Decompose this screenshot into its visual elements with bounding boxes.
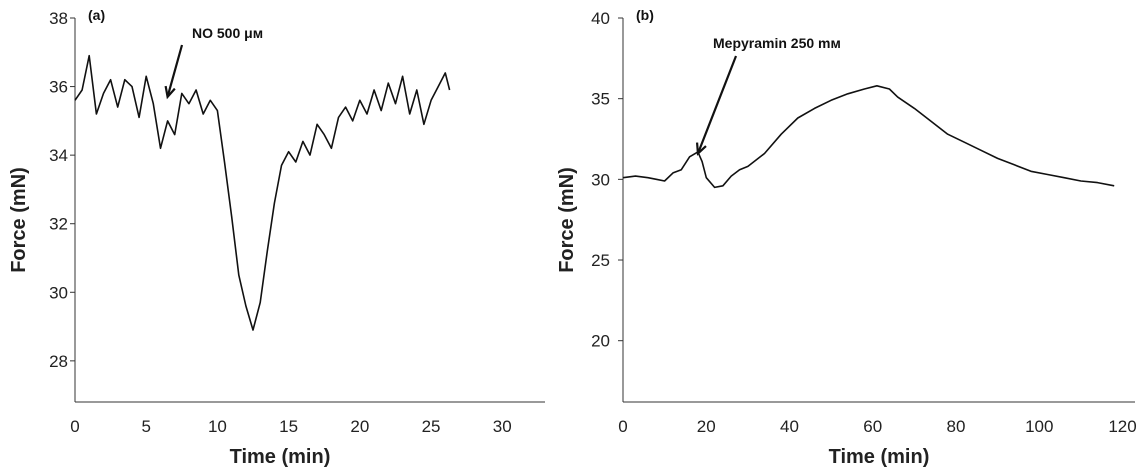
x-axis-label-a: Time (min) xyxy=(230,446,331,468)
annotation-arrowhead-b xyxy=(695,142,707,156)
x-tick-label-b: 80 xyxy=(947,417,966,436)
y-axis-label-b: Force (mN) xyxy=(556,167,578,273)
y-tick-label-a: 36 xyxy=(49,78,68,97)
y-tick-label-a: 34 xyxy=(49,146,68,165)
x-tick-label-b: 100 xyxy=(1025,417,1053,436)
series-line-a xyxy=(74,54,451,331)
annotation-arrowhead-a xyxy=(164,85,176,100)
x-tick-label-b: 0 xyxy=(618,417,627,436)
panel-label-b: (b) xyxy=(636,7,654,23)
y-tick-label-b: 40 xyxy=(591,9,610,28)
y-tick-label-b: 30 xyxy=(591,170,610,189)
x-tick-label-a: 0 xyxy=(70,417,79,436)
chart-panel-a: 28 30 32 34 36 38 0 5 10 15 20 25 30 Time (min) Force … xyxy=(8,7,545,468)
annotation-arrow-a xyxy=(166,44,184,98)
y-tick-label-a: 30 xyxy=(49,283,68,302)
x-tick-label-a: 5 xyxy=(141,417,150,436)
annotation-label-a: NO 500 μм xyxy=(192,25,263,41)
x-tick-label-a: 30 xyxy=(493,417,512,436)
annotation-label-b: Mepyramin 250 mм xyxy=(713,35,841,51)
x-tick-label-a: 15 xyxy=(279,417,298,436)
series-line-b xyxy=(622,85,1115,189)
x-tick-label-a: 20 xyxy=(350,417,369,436)
annotation-arrow-b xyxy=(696,55,738,154)
y-axis-label-a: Force (mN) xyxy=(8,167,30,273)
x-tick-label-a: 10 xyxy=(208,417,227,436)
x-tick-label-b: 40 xyxy=(780,417,799,436)
x-tick-label-b: 60 xyxy=(863,417,882,436)
y-tick-label-b: 35 xyxy=(591,90,610,109)
y-tick-label-a: 38 xyxy=(49,9,68,28)
y-tick-label-a: 28 xyxy=(49,352,68,371)
panel-label-a: (a) xyxy=(88,7,105,23)
chart-panel-b: 20 25 30 35 40 0 20 40 60 80 100 120 Time (min) Force… xyxy=(556,7,1137,468)
y-tick-label-b: 20 xyxy=(591,332,610,351)
y-tick-label-a: 32 xyxy=(49,215,68,234)
x-tick-label-a: 25 xyxy=(422,417,441,436)
y-tick-label-b: 25 xyxy=(591,251,610,270)
x-axis-label-b: Time (min) xyxy=(829,446,930,468)
x-tick-label-b: 120 xyxy=(1108,417,1136,436)
x-tick-label-b: 20 xyxy=(697,417,716,436)
